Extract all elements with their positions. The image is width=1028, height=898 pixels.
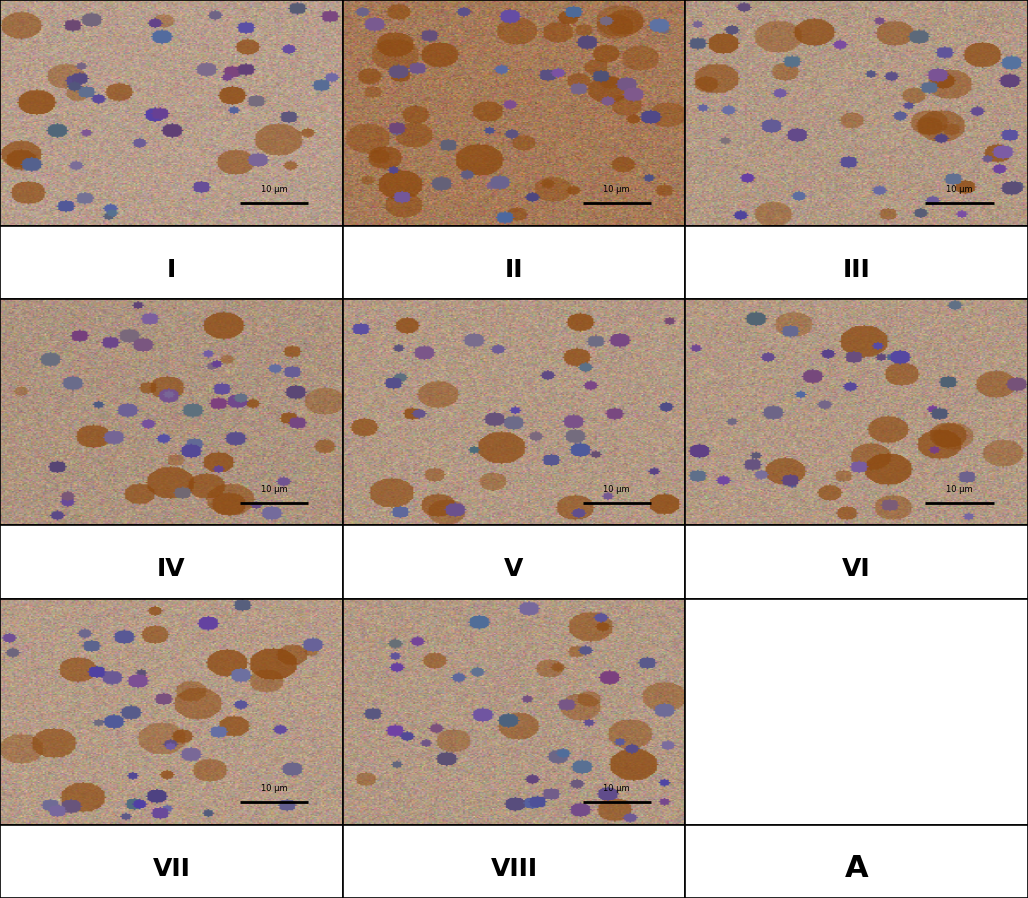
Text: a: a — [746, 712, 754, 722]
Text: 10 μm: 10 μm — [603, 185, 630, 194]
Bar — [774, 658, 798, 811]
Text: ab: ab — [886, 709, 901, 719]
Text: ab: ab — [922, 694, 937, 704]
Text: ab: ab — [994, 691, 1008, 701]
Text: 10 μm: 10 μm — [946, 485, 972, 494]
Y-axis label: IL-6 Expression (%) (Per view): IL-6 Expression (%) (Per view) — [697, 637, 707, 782]
Text: VIII: VIII — [490, 857, 538, 881]
Text: VI: VI — [842, 558, 871, 581]
Text: c: c — [782, 615, 788, 626]
Text: 10 μm: 10 μm — [261, 784, 288, 793]
X-axis label: Treatment: Treatment — [843, 832, 908, 841]
Bar — [954, 707, 977, 811]
Bar — [882, 730, 906, 811]
Text: 10 μm: 10 μm — [603, 784, 630, 793]
Text: I: I — [167, 258, 176, 282]
Text: 10 μm: 10 μm — [603, 485, 630, 494]
Text: VII: VII — [152, 857, 190, 881]
Text: ab: ab — [850, 691, 865, 701]
Text: 10 μm: 10 μm — [261, 185, 288, 194]
Bar — [990, 722, 1013, 811]
Bar — [918, 717, 942, 811]
Bar — [738, 743, 762, 811]
Text: III: III — [843, 258, 871, 282]
Text: 10 μm: 10 μm — [261, 485, 288, 494]
Text: V: V — [505, 558, 523, 581]
Bar — [810, 707, 834, 811]
Text: b: b — [818, 669, 825, 679]
Text: II: II — [505, 258, 523, 282]
Text: 10 μm: 10 μm — [946, 185, 972, 194]
Text: A: A — [845, 854, 869, 883]
Text: ab: ab — [958, 679, 972, 689]
Text: IV: IV — [157, 558, 186, 581]
Bar — [846, 719, 870, 811]
